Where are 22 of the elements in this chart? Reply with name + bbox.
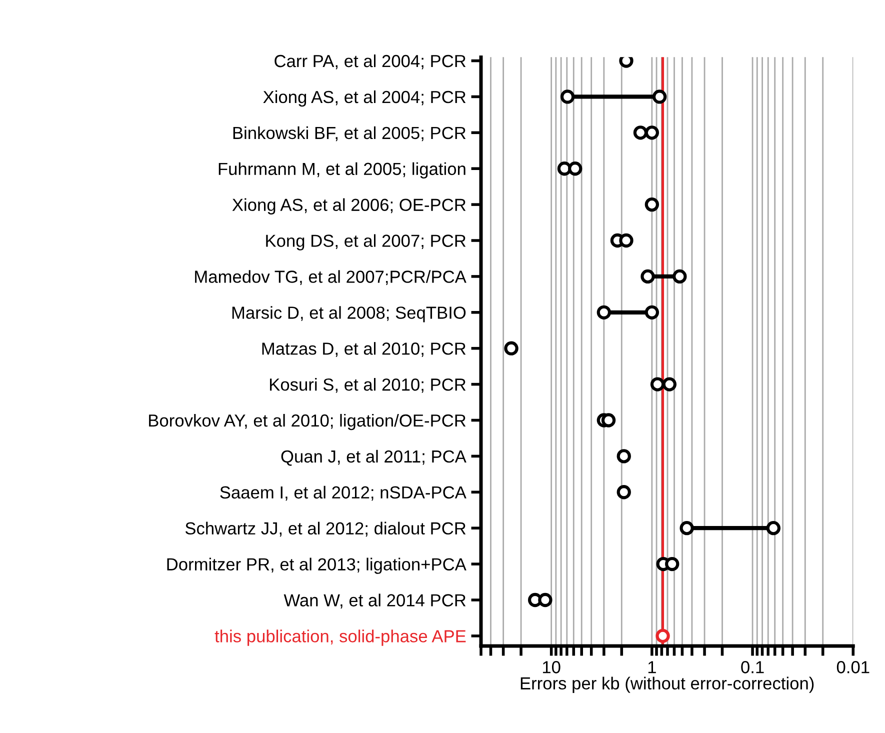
x-tick-label: 0.1 [741,661,764,674]
y-tick-label: Borovkov AY, et al 2010; ligation/OE-PCR [149,414,466,430]
y-tick-label: Binkowski BF, et al 2005; PCR [233,126,466,142]
y-tick-label: this publication, solid-phase APE [214,630,466,646]
y-tick-label: Marsic D, et al 2008; SeqTBIO [232,306,466,322]
x-tick-label: 0.01 [836,661,870,674]
y-tick-label: Fuhrmann M, et al 2005; ligation [218,162,466,179]
x-tick-label: 10 [542,661,560,674]
y-tick-label: Saaem I, et al 2012; nSDA-PCA [220,486,466,501]
y-tick-label: Carr PA, et al 2004; PCR [274,54,466,70]
y-tick-label: Mamedov TG, et al 2007;PCR/PCA [195,270,466,285]
y-tick-label: Quan J, et al 2011; PCA [281,450,466,466]
y-tick-label: Schwartz JJ, et al 2012; dialout PCR [185,522,466,537]
y-tick-label: Dormitzer PR, et al 2013; ligation+PCA [167,558,466,574]
x-axis-title: Errors per kb (without error-correction) [520,676,814,693]
y-tick-label: Kong DS, et al 2007; PCR [266,234,466,250]
x-tick-label: 1 [648,661,656,674]
y-tick-label: Xiong AS, et al 2006; OE-PCR [232,198,466,214]
y-tick-label: Kosuri S, et al 2010; PCR [270,378,466,393]
y-tick-label: Matzas D, et al 2010; PCR [262,342,466,357]
y-tick-label: Wan W, et al 2014 PCR [284,594,466,608]
y-tick-label: Xiong AS, et al 2004; PCR [263,90,466,107]
